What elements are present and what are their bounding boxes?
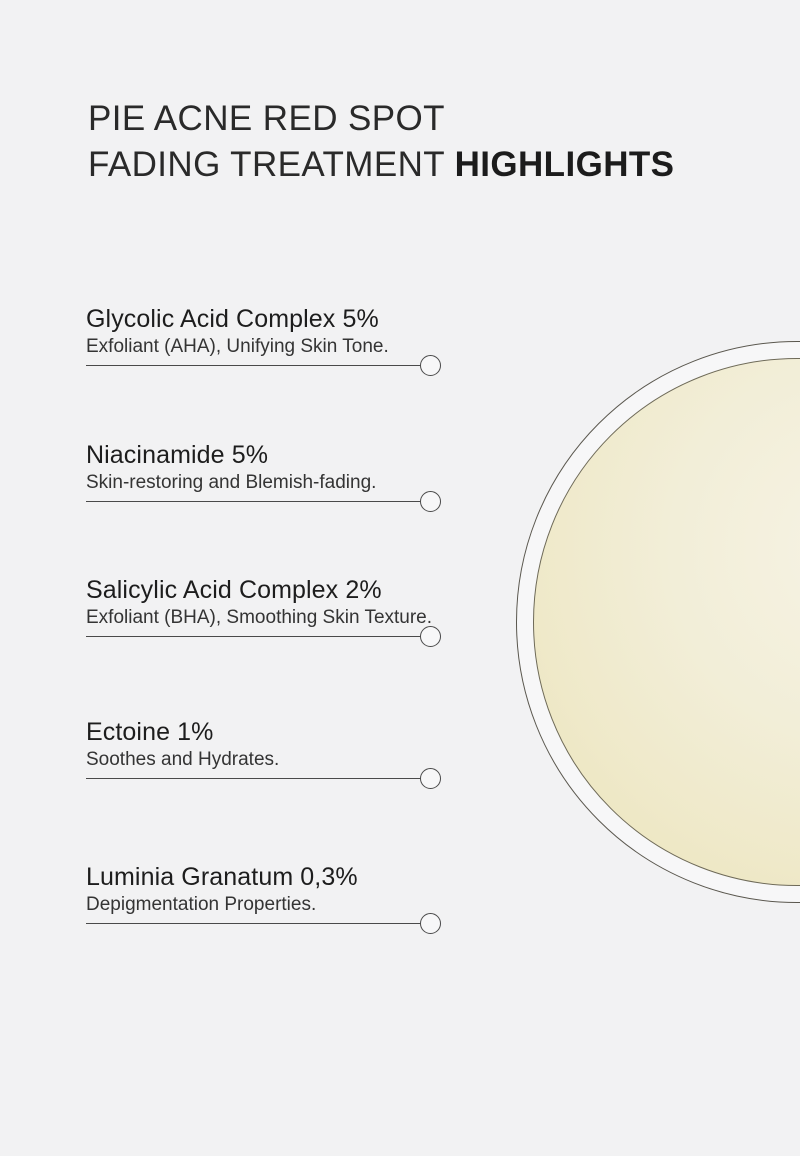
ingredient-name: Luminia Granatum 0,3% [86,863,358,891]
ingredient-item-luminia-granatum: Luminia Granatum 0,3% Depigmentation Pro… [86,862,466,935]
open-circle-icon [420,491,441,512]
callout-line [86,636,421,637]
ingredient-description: Depigmentation Properties. [86,894,317,915]
ingredient-item-glycolic-acid: Glycolic Acid Complex 5% Exfoliant (AHA)… [86,304,466,377]
open-circle-icon [420,768,441,789]
ingredient-item-salicylic-acid: Salicylic Acid Complex 2% Exfoliant (BHA… [86,575,466,648]
callout-connector [86,491,442,513]
callout-line [86,778,421,779]
ingredient-name: Ectoine 1% [86,718,214,746]
ingredient-name: Salicylic Acid Complex 2% [86,576,382,604]
product-swatch-circle [533,358,800,886]
ingredient-description: Exfoliant (BHA), Smoothing Skin Texture. [86,607,433,628]
callout-line [86,501,421,502]
open-circle-icon [420,913,441,934]
callout-connector [86,768,442,790]
page-title-line2: FADING TREATMENT HIGHLIGHTS [88,145,675,184]
open-circle-icon [420,626,441,647]
ingredient-description: Skin-restoring and Blemish-fading. [86,472,377,493]
ingredient-name: Niacinamide 5% [86,441,269,469]
page-title-line1: PIE ACNE RED SPOT [88,99,445,138]
callout-connector [86,913,442,935]
open-circle-icon [420,355,441,376]
callout-line [86,365,421,366]
ingredient-description: Soothes and Hydrates. [86,749,280,770]
ingredient-item-ectoine: Ectoine 1% Soothes and Hydrates. [86,717,466,790]
page-title: PIE ACNE RED SPOT FADING TREATMENT HIGHL… [88,96,674,188]
callout-connector [86,355,442,377]
ingredient-name: Glycolic Acid Complex 5% [86,305,379,333]
callout-line [86,923,421,924]
ingredient-description: Exfoliant (AHA), Unifying Skin Tone. [86,336,389,357]
page-title-highlight: HIGHLIGHTS [454,145,675,184]
ingredient-item-niacinamide: Niacinamide 5% Skin-restoring and Blemis… [86,440,466,513]
callout-connector [86,626,442,648]
